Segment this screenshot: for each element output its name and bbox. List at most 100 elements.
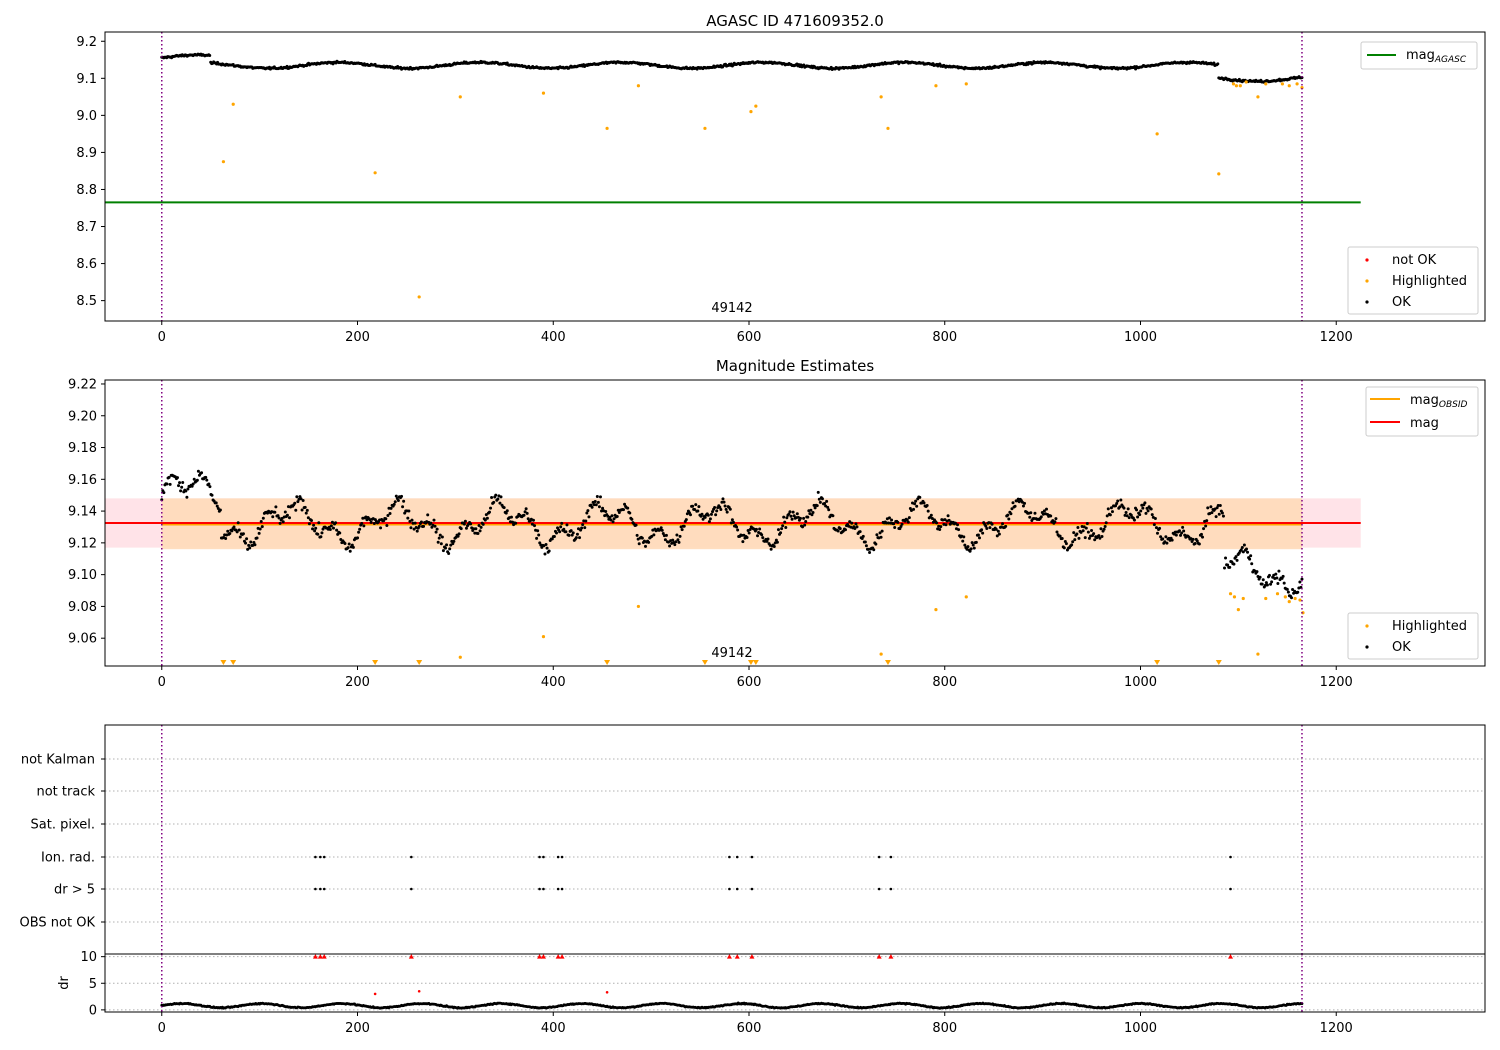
ok-point (440, 535, 444, 539)
ok-point (393, 500, 397, 504)
offscale-marker (752, 660, 759, 665)
highlighted-point (1264, 596, 1268, 601)
ok-point (476, 531, 480, 535)
ok-point (1228, 565, 1232, 569)
ok-point (574, 536, 578, 540)
not-ok-capped-marker (537, 954, 543, 959)
ok-point (1039, 515, 1043, 519)
ok-point (765, 539, 769, 543)
ok-point (417, 524, 421, 528)
ok-point (1122, 506, 1126, 510)
ok-point (1248, 557, 1252, 561)
highlighted-point (703, 126, 707, 130)
ok-point (261, 516, 265, 520)
ok-point (1006, 513, 1010, 517)
p2-xtick-label: 600 (737, 675, 762, 690)
ok-point (281, 520, 285, 524)
ok-point (162, 491, 166, 495)
legend-highlighted-label-2: Highlighted (1392, 619, 1467, 634)
ok-point (586, 509, 590, 513)
agasc-panel: AGASC ID 471609352.0 8.5 8.6 8.7 8.8 8.9 9.0 9… (76, 12, 1486, 345)
ok-point (1216, 62, 1220, 66)
highlighted-point (373, 171, 377, 175)
ok-point (896, 520, 900, 524)
ok-point (260, 525, 264, 529)
ok-point (223, 533, 227, 537)
p4-xtick-label: 800 (932, 1021, 957, 1036)
ok-point (1296, 590, 1300, 594)
highlighted-point (417, 295, 421, 299)
ok-point (731, 520, 735, 524)
ok-point (1158, 526, 1162, 530)
not-ok-point (373, 992, 377, 996)
p1-xtick-label: 1000 (1124, 330, 1157, 345)
ok-point (783, 520, 787, 524)
highlighted-point (1264, 82, 1268, 86)
ok-point (1114, 504, 1118, 508)
ok-point (479, 525, 483, 529)
ok-point (827, 508, 831, 512)
ok-point (208, 485, 212, 489)
ok-point (1141, 506, 1145, 510)
ok-point (301, 498, 305, 502)
ok-point (756, 534, 760, 538)
ok-point (358, 527, 362, 531)
ok-point (1204, 524, 1208, 528)
ok-point (295, 495, 299, 499)
p2-ytick-label: 9.20 (68, 409, 97, 424)
p2-xtick-label: 200 (345, 675, 370, 690)
ok-point (628, 511, 632, 515)
flag-row-label: dr > 5 (54, 883, 95, 898)
p1-ytick-label: 9.0 (76, 109, 97, 124)
not-ok-capped-marker (408, 954, 414, 959)
ok-point (215, 504, 219, 508)
ok-point (630, 517, 634, 521)
ok-point (1177, 529, 1181, 533)
ok-point (691, 504, 695, 508)
flag-point (1229, 855, 1232, 859)
ok-point (754, 527, 758, 531)
ok-point (384, 517, 388, 521)
ok-point (433, 524, 437, 528)
p4-xtick-label: 600 (737, 1021, 762, 1036)
ok-point (1149, 507, 1153, 511)
ok-point (678, 534, 682, 538)
ok-point (969, 547, 973, 551)
ok-point (244, 541, 248, 545)
not-ok-capped-marker (540, 954, 546, 959)
ok-point (1277, 569, 1281, 573)
ok-point (419, 520, 423, 524)
p1-ytick-label: 8.9 (76, 146, 97, 161)
flag-point (1229, 887, 1232, 891)
ok-point (985, 526, 989, 530)
ok-point (650, 534, 654, 538)
ok-point (1174, 533, 1178, 537)
ok-point (806, 515, 810, 519)
ok-point (504, 511, 508, 515)
ok-point (816, 490, 820, 494)
ok-point (597, 505, 601, 509)
ok-point (533, 524, 537, 528)
ok-point (348, 549, 352, 553)
ok-point (612, 517, 616, 521)
ok-point (248, 546, 252, 550)
ok-point (970, 541, 974, 545)
ok-point (1045, 507, 1049, 511)
highlighted-point (1280, 82, 1285, 86)
ok-point (1076, 526, 1080, 530)
offscale-marker (1215, 660, 1222, 665)
ok-point (216, 507, 220, 511)
ok-point (456, 534, 460, 538)
ok-point (1261, 578, 1265, 582)
p2-ytick-label: 9.12 (68, 536, 97, 551)
flag-point (877, 887, 881, 891)
ok-point (706, 513, 710, 517)
ok-point (963, 543, 967, 547)
ok-point (1098, 536, 1102, 540)
ok-point (843, 528, 847, 532)
ok-point (593, 500, 597, 504)
ok-point (915, 504, 919, 508)
ok-point (861, 534, 865, 538)
ok-point (441, 549, 445, 553)
dr-axis-label: dr (57, 976, 72, 990)
